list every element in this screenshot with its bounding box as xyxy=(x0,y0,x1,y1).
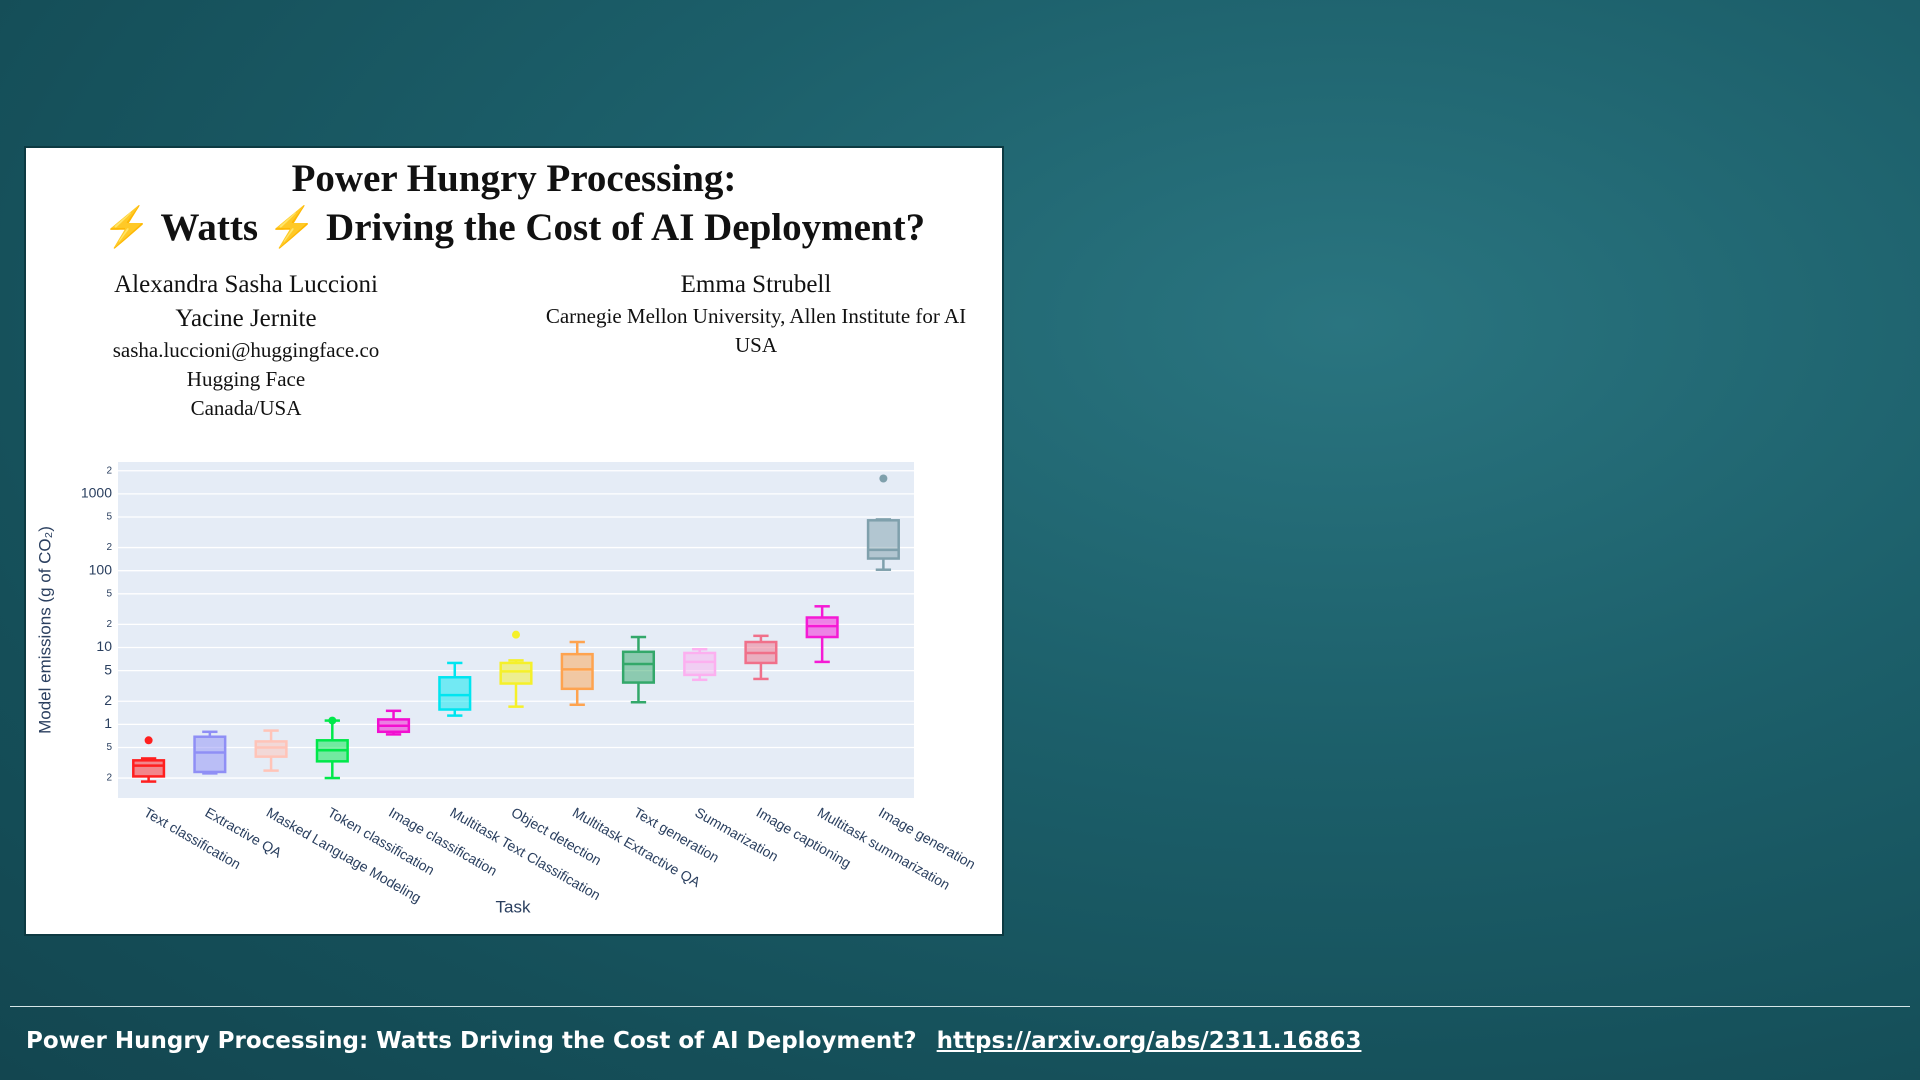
outlier xyxy=(144,736,153,745)
author: Yacine Jernite xyxy=(175,305,317,332)
y-tick-label: 2 xyxy=(106,542,112,553)
y-tick-label: 1000 xyxy=(81,485,112,501)
y-tick-label: 2 xyxy=(106,773,112,784)
footer-link[interactable]: https://arxiv.org/abs/2311.16863 xyxy=(936,1028,1362,1054)
x-tick-label: Image generation xyxy=(876,804,978,872)
y-tick-label: 2 xyxy=(106,619,112,630)
plot-area xyxy=(118,462,914,798)
box xyxy=(254,740,288,758)
author: Alexandra Sasha Luccioni xyxy=(114,271,378,298)
divider xyxy=(10,1006,1910,1007)
y-tick-label: 1 xyxy=(104,715,112,731)
y-tick-label: 2 xyxy=(104,692,112,708)
y-tick-label: 5 xyxy=(106,742,112,753)
y-tick-label: 5 xyxy=(106,588,112,599)
box xyxy=(560,652,594,691)
y-tick-label: 5 xyxy=(104,661,112,677)
footer: Power Hungry Processing: Watts Driving t… xyxy=(26,1028,1361,1054)
email: sasha.luccioni@huggingface.co xyxy=(112,338,380,362)
box xyxy=(683,651,717,677)
authors-right: Emma Strubell Carnegie Mellon University… xyxy=(486,268,1026,360)
y-axis-title: Model emissions (g of CO₂) xyxy=(35,526,54,734)
paper-title: Power Hungry Processing: xyxy=(291,157,737,200)
x-axis-title: Task xyxy=(496,897,531,916)
x-tick-label: Image classification xyxy=(386,804,500,879)
paper-title: ⚡ Watts ⚡ Driving the Cost of AI Deploym… xyxy=(102,206,926,249)
country: USA xyxy=(734,333,777,357)
y-tick-label: 10 xyxy=(96,638,112,654)
y-tick-label: 2 xyxy=(106,465,112,476)
outlier xyxy=(512,630,520,639)
country: Canada/USA xyxy=(190,396,302,420)
affiliation: Carnegie Mellon University, Allen Instit… xyxy=(545,304,967,328)
box xyxy=(193,735,227,774)
affiliation: Hugging Face xyxy=(186,367,306,391)
box xyxy=(132,759,166,778)
outlier xyxy=(328,716,337,725)
box xyxy=(866,519,900,560)
authors-left: Alexandra Sasha Luccioni Yacine Jernite … xyxy=(46,268,446,423)
outlier xyxy=(879,474,888,483)
box xyxy=(438,676,472,711)
paper-card: Power Hungry Processing: ⚡ Watts ⚡ Drivi… xyxy=(24,146,1004,936)
box xyxy=(499,661,533,685)
box xyxy=(621,650,656,684)
footer-text: Power Hungry Processing: Watts Driving t… xyxy=(26,1028,917,1054)
author: Emma Strubell xyxy=(680,271,832,298)
y-tick-label: 100 xyxy=(89,561,113,577)
y-tick-label: 5 xyxy=(106,512,112,523)
